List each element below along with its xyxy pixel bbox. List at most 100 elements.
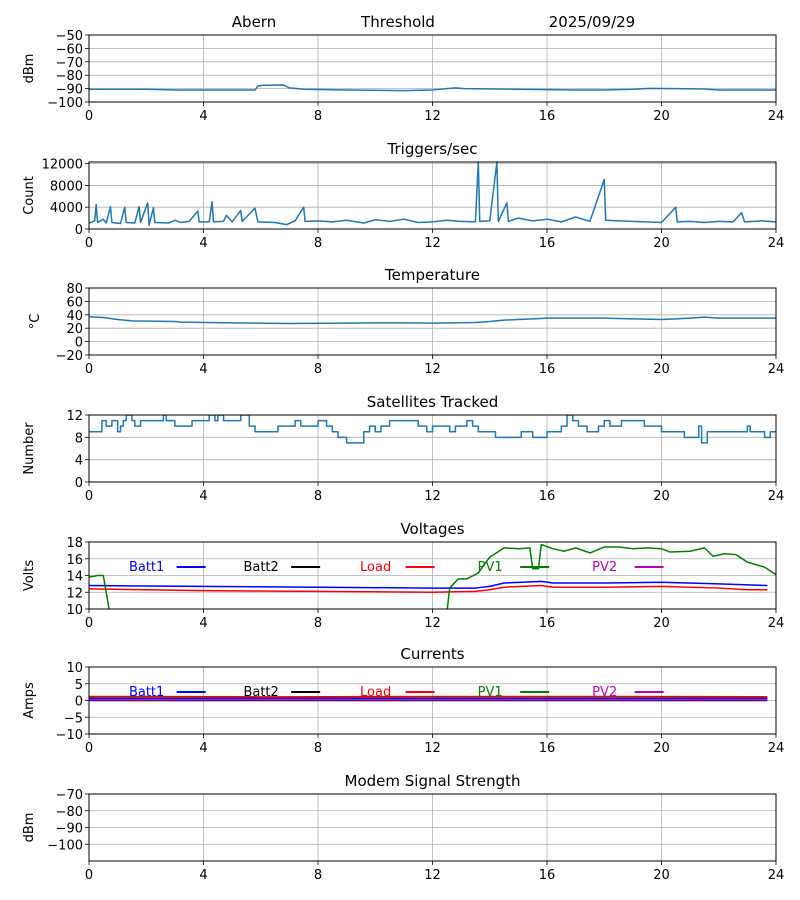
x-tick-label: 12 (424, 489, 441, 504)
legend-label-batt1: Batt1 (129, 560, 164, 575)
y-tick-label: 80 (66, 282, 83, 297)
x-tick-label: 12 (424, 109, 441, 124)
legend-label-pv2: PV2 (592, 685, 617, 700)
x-tick-label: 16 (539, 616, 556, 631)
y-axis-label: dBm (22, 54, 37, 84)
x-tick-label: 4 (199, 109, 207, 124)
series-line-batt1 (89, 580, 768, 589)
x-tick-label: 0 (85, 616, 93, 631)
y-tick-label: 12 (66, 586, 83, 601)
panel-title: Currents (400, 645, 464, 663)
panel-title: Satellites Tracked (367, 393, 498, 411)
y-axis-label: °C (28, 314, 43, 330)
y-axis-label: Volts (22, 560, 37, 592)
legend-label-batt1: Batt1 (129, 685, 164, 700)
y-tick-label: 4000 (50, 201, 83, 216)
x-tick-label: 0 (85, 741, 93, 756)
y-tick-label: −80 (56, 69, 83, 84)
x-tick-label: 12 (424, 616, 441, 631)
y-tick-label: 10 (66, 603, 83, 618)
panel-title: Triggers/sec (387, 140, 478, 158)
legend-label-batt2: Batt2 (243, 560, 278, 575)
x-tick-label: 20 (653, 109, 670, 124)
y-tick-label: 18 (66, 536, 83, 551)
y-tick-label: 20 (66, 322, 83, 337)
panel-6: 0 4 8 12 16 20 24 −100−90 −80 −70 Modem Signal Str… (22, 772, 784, 883)
x-tick-label: 8 (314, 616, 322, 631)
y-tick-label: 8 (75, 431, 83, 446)
y-tick-label: 0 (75, 336, 83, 351)
x-tick-label: 4 (199, 616, 207, 631)
legend-label-pv2: PV2 (592, 560, 617, 575)
header-date: 2025/09/29 (549, 13, 635, 31)
x-tick-label: 8 (314, 362, 322, 377)
x-tick-label: 20 (653, 741, 670, 756)
panel-1: 0 4 8 12 16 20 24 0 4000 8000 12000 Triggers/sec Cou… (22, 140, 784, 251)
x-tick-label: 24 (768, 868, 785, 883)
legend-label-pv1: PV1 (478, 560, 503, 575)
axes-frame (88, 34, 777, 103)
y-tick-label: 5 (75, 678, 83, 693)
series-line (89, 415, 776, 444)
x-tick-label: 24 (768, 236, 785, 251)
y-axis-label: Amps (22, 682, 37, 719)
x-tick-label: 0 (85, 236, 93, 251)
x-tick-label: 20 (653, 616, 670, 631)
x-tick-label: 16 (539, 868, 556, 883)
x-tick-label: 24 (768, 616, 785, 631)
y-axis-label: dBm (22, 813, 37, 843)
series-line-pv1 (89, 543, 776, 609)
x-tick-label: 20 (653, 489, 670, 504)
x-tick-label: 12 (424, 741, 441, 756)
y-tick-label: 12000 (42, 158, 83, 173)
y-tick-label: 60 (66, 295, 83, 310)
y-tick-label: −100 (47, 96, 83, 111)
x-tick-label: 16 (539, 741, 556, 756)
panel-title: Temperature (384, 266, 480, 284)
series-line (89, 162, 776, 226)
panel-3: 0 4 8 12 16 20 24 0 4 8 12 Satellites Tracked Number (22, 393, 784, 504)
x-tick-label: 0 (85, 489, 93, 504)
x-tick-label: 16 (539, 489, 556, 504)
x-tick-label: 0 (85, 362, 93, 377)
axes-frame (88, 161, 777, 230)
axes-frame (88, 666, 777, 735)
x-tick-label: 24 (768, 109, 785, 124)
y-tick-label: 16 (66, 553, 83, 568)
y-tick-label: 10 (66, 661, 83, 676)
axes-frame (88, 541, 777, 610)
y-tick-label: 0 (75, 476, 83, 491)
axes-frame (88, 414, 777, 483)
x-tick-label: 16 (539, 109, 556, 124)
x-tick-label: 0 (85, 109, 93, 124)
x-tick-label: 16 (539, 236, 556, 251)
y-tick-label: 0 (75, 695, 83, 710)
x-tick-label: 20 (653, 868, 670, 883)
x-tick-label: 24 (768, 362, 785, 377)
panel-title: Modem Signal Strength (345, 772, 521, 790)
x-tick-label: 12 (424, 868, 441, 883)
y-tick-label: −70 (56, 788, 83, 803)
panel-title: Voltages (400, 520, 464, 538)
y-axis-label: Number (22, 422, 37, 475)
x-tick-label: 24 (768, 489, 785, 504)
series-line (89, 316, 776, 325)
x-tick-label: 4 (199, 741, 207, 756)
y-tick-label: −5 (64, 711, 83, 726)
y-tick-label: 8000 (50, 179, 83, 194)
panel-0: 0 4 8 12 16 20 24 −100−90−80−70−60−50 dBm (22, 29, 784, 124)
y-tick-label: −20 (56, 349, 83, 364)
y-tick-label: −100 (47, 838, 83, 853)
series-line (89, 84, 776, 92)
y-tick-label: 40 (66, 309, 83, 324)
x-tick-label: 12 (424, 236, 441, 251)
x-tick-label: 4 (199, 362, 207, 377)
legend-label-load: Load (360, 685, 391, 700)
x-tick-label: 20 (653, 236, 670, 251)
y-tick-label: −50 (56, 29, 83, 44)
station-name: Abern (232, 13, 276, 31)
y-tick-label: −70 (56, 56, 83, 71)
